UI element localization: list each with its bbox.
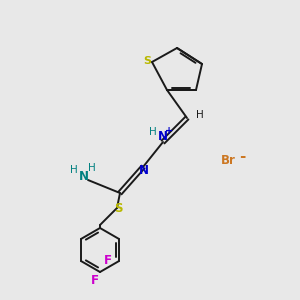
Text: H: H xyxy=(149,127,157,137)
Text: N: N xyxy=(79,169,89,182)
Text: Br: Br xyxy=(220,154,236,166)
Text: F: F xyxy=(104,254,112,266)
Text: S: S xyxy=(114,202,122,215)
Text: H: H xyxy=(70,165,78,175)
Text: H: H xyxy=(88,163,96,173)
Text: F: F xyxy=(91,274,99,287)
Text: +: + xyxy=(165,126,173,136)
Text: N: N xyxy=(158,130,168,143)
Text: H: H xyxy=(196,110,204,120)
Text: -: - xyxy=(239,149,245,164)
Text: N: N xyxy=(139,164,149,176)
Text: S: S xyxy=(143,56,151,66)
